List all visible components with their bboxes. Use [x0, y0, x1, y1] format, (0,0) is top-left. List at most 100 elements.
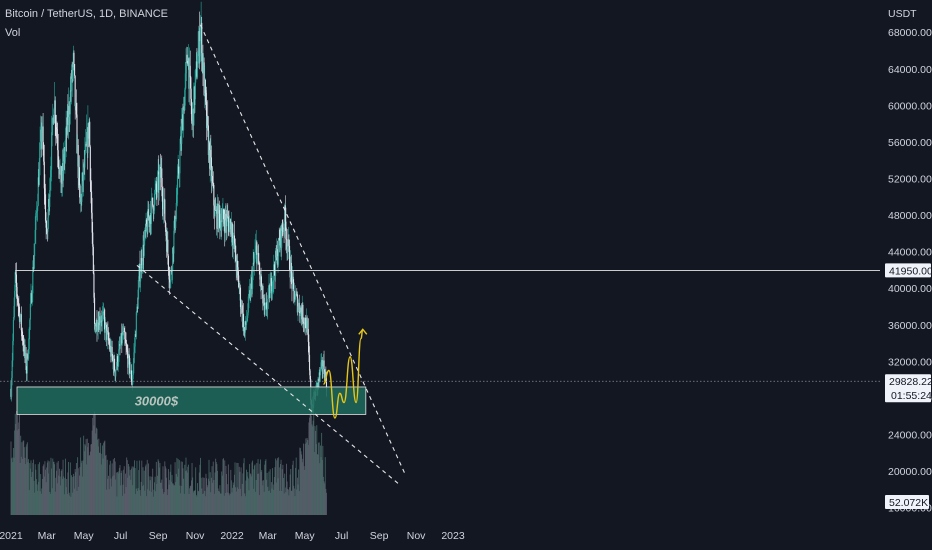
- volume-bar: [303, 443, 304, 515]
- candle-body: [86, 131, 88, 154]
- x-tick-label: Sep: [370, 530, 389, 542]
- candle-body: [215, 209, 217, 211]
- volume-bar: [178, 468, 180, 515]
- candle-body: [146, 224, 148, 233]
- candle-body: [229, 222, 231, 232]
- candle-body: [97, 330, 99, 332]
- candle-body: [72, 52, 74, 68]
- volume-bar: [310, 415, 312, 515]
- candle-body: [241, 305, 243, 309]
- candle-body: [220, 220, 222, 231]
- candle-body: [279, 240, 281, 246]
- volume-bar: [175, 482, 177, 515]
- trendline-descending-support[interactable]: [136, 264, 401, 486]
- candle-body: [28, 349, 30, 359]
- volume-bar: [237, 487, 238, 515]
- volume-bar: [301, 454, 303, 515]
- candle-body: [213, 185, 215, 206]
- candle-body: [264, 302, 266, 310]
- volume-bar: [223, 458, 224, 515]
- volume-bar: [265, 459, 267, 515]
- volume-bar: [65, 458, 66, 515]
- volume-bar: [261, 470, 263, 515]
- candle-body: [201, 53, 203, 61]
- candle-body: [161, 168, 163, 187]
- y-tick-label: 48000.00: [888, 210, 932, 222]
- volume-bar: [63, 476, 65, 515]
- candle-body: [242, 313, 245, 331]
- volume-bar: [31, 471, 33, 515]
- volume-bar: [131, 468, 132, 515]
- candle-body: [20, 314, 22, 331]
- candle-body: [46, 227, 48, 232]
- candle-body: [137, 289, 139, 309]
- candle-body: [320, 362, 322, 369]
- volume-bar: [39, 462, 40, 515]
- volume-bar: [37, 490, 39, 515]
- volume-bar: [43, 476, 45, 515]
- time-axis[interactable]: 2021 Mar May Jul Sep Nov 2022 Mar May Jul Sep Nov 20…: [0, 522, 884, 550]
- candle-body: [90, 181, 92, 192]
- volume-bar: [263, 491, 265, 515]
- candle-body: [279, 228, 281, 246]
- support-zone[interactable]: [16, 386, 367, 415]
- candle-body: [78, 167, 80, 186]
- candle-body: [225, 213, 227, 221]
- candle-body: [232, 238, 234, 246]
- volume-bar: [17, 422, 19, 515]
- candle-body: [183, 106, 185, 111]
- candle-body: [156, 177, 159, 192]
- candle-body: [47, 217, 49, 232]
- x-tick-label: Sep: [149, 530, 168, 542]
- volume-bar: [235, 487, 237, 515]
- volume-indicator-label[interactable]: Vol: [5, 27, 21, 39]
- candle-body: [70, 90, 72, 92]
- candle-body: [270, 278, 272, 294]
- volume-bar: [128, 466, 130, 515]
- volume-bar: [201, 488, 203, 515]
- candle-body: [113, 358, 116, 371]
- candle-body: [217, 203, 219, 229]
- candle-body: [291, 273, 293, 289]
- volume-bar: [116, 496, 118, 515]
- candle-body: [186, 54, 188, 63]
- volume-bar: [262, 485, 264, 515]
- volume-bar: [40, 474, 42, 515]
- candle-body: [181, 123, 183, 144]
- projection-curve[interactable]: [323, 328, 364, 419]
- volume-bar: [272, 468, 274, 515]
- volume-bar: [284, 473, 286, 515]
- volume-bar: [105, 456, 106, 515]
- volume-bar: [128, 464, 129, 515]
- candle-body: [285, 239, 288, 240]
- candle-body: [64, 150, 66, 162]
- candle-body: [233, 235, 235, 239]
- volume-bar: [174, 485, 175, 515]
- candle-body: [324, 371, 326, 381]
- volume-bar: [189, 486, 191, 515]
- volume-bar: [298, 469, 300, 515]
- y-tick-label: 44000.00: [888, 247, 932, 259]
- volume-bar: [220, 493, 221, 515]
- candle-body: [10, 388, 12, 397]
- candle-body: [266, 308, 268, 310]
- volume-bar: [281, 469, 283, 515]
- candle-body: [223, 219, 225, 224]
- volume-bar: [155, 491, 157, 515]
- volume-bar: [211, 466, 213, 515]
- trendline-descending-resistance[interactable]: [200, 24, 407, 476]
- price-axis[interactable]: USDT 68000.00 64000.00 60000.00 56000.00 5200…: [884, 0, 932, 550]
- volume-bar: [163, 492, 165, 515]
- volume-bar: [284, 487, 286, 515]
- candle-body: [215, 209, 217, 211]
- candle-body: [48, 199, 50, 207]
- volume-bar: [75, 463, 77, 515]
- volume-bar: [117, 472, 119, 515]
- candle-body: [94, 323, 96, 332]
- volume-bar: [17, 410, 19, 515]
- candle-body: [138, 276, 140, 290]
- candle-body: [57, 137, 59, 151]
- candle-body: [208, 142, 210, 156]
- volume-bar: [83, 435, 85, 515]
